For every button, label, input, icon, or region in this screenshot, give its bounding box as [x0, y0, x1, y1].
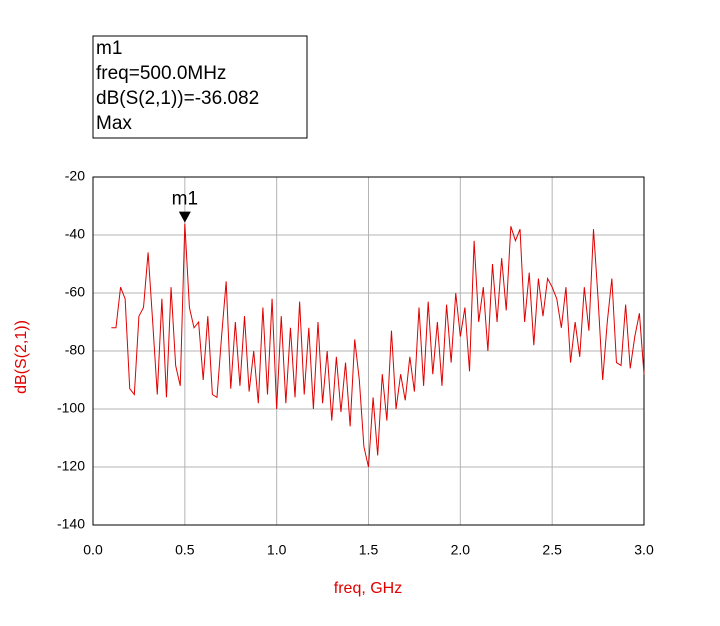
y-tick-label: -40	[65, 226, 85, 242]
marker-info: freq=500.0MHz	[96, 63, 226, 84]
plot-frame	[92, 176, 645, 526]
marker-info: m1	[96, 38, 122, 59]
x-tick-label: 0.0	[83, 542, 103, 558]
marker-box	[92, 35, 308, 139]
x-tick-label: 2.5	[542, 542, 562, 558]
x-axis-label: freq, GHz	[334, 580, 402, 597]
y-tick-label: -80	[65, 342, 85, 358]
y-tick-label: -20	[65, 168, 85, 184]
x-tick-label: 1.0	[267, 542, 287, 558]
x-tick-label: 0.5	[175, 542, 195, 558]
marker-info: dB(S(2,1))=-36.082	[96, 88, 259, 109]
y-tick-label: -140	[57, 516, 85, 532]
y-axis-label: dB(S(2,1))	[13, 320, 30, 394]
y-tick-label: -60	[65, 284, 85, 300]
marker-symbol	[178, 211, 191, 223]
y-tick-label: -100	[57, 400, 85, 416]
x-tick-label: 1.5	[359, 542, 379, 558]
marker-label: m1	[172, 189, 198, 210]
x-tick-label: 3.0	[634, 542, 654, 558]
data-line	[111, 223, 645, 468]
x-tick-label: 2.0	[451, 542, 471, 558]
marker-info: Max	[96, 113, 132, 134]
y-tick-label: -120	[57, 458, 85, 474]
